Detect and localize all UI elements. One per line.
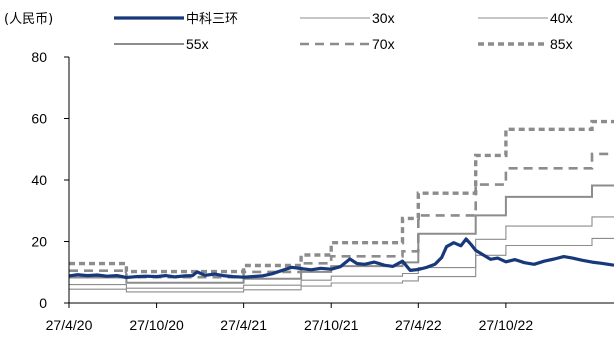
band-line-55x	[69, 184, 614, 284]
legend-item-30x: 30x	[300, 10, 395, 26]
x-tick-label: 27/10/20	[129, 317, 184, 333]
axes: 0 20 40 60 80 27/4/20 27/10/20 27/4/21 27/10/21 2…	[31, 49, 614, 333]
legend: 中科三环 30x 40x 55x 70x 85x	[114, 10, 573, 52]
legend-label: 55x	[186, 36, 209, 52]
x-tick-label: 27/4/20	[46, 317, 93, 333]
legend-item-40x: 40x	[478, 10, 573, 26]
x-tick-label: 27/10/22	[479, 317, 534, 333]
x-tick-label: 27/4/22	[395, 317, 442, 333]
y-tick-label: 80	[31, 49, 47, 65]
legend-label: 70x	[372, 36, 395, 52]
unit-label: (人民币)	[4, 12, 54, 27]
y-tick-label: 0	[39, 295, 47, 311]
legend-label: 中科三环	[186, 12, 238, 27]
legend-item-85x: 85x	[478, 36, 573, 52]
band-line-70x	[69, 152, 614, 279]
stock-price-series	[68, 237, 614, 280]
series-line-stock-price	[68, 237, 614, 280]
x-tick-label: 27/10/21	[304, 317, 359, 333]
x-tick-label: 27/4/21	[220, 317, 267, 333]
legend-item-55x: 55x	[114, 36, 209, 52]
band-line-30x	[69, 237, 614, 293]
legend-label: 85x	[550, 36, 573, 52]
band-line-85x	[69, 119, 614, 274]
y-tick-label: 20	[31, 234, 47, 250]
legend-label: 30x	[372, 10, 395, 26]
legend-item-70x: 70x	[300, 36, 395, 52]
legend-label: 40x	[550, 10, 573, 26]
legend-item-中科三环: 中科三环	[114, 12, 238, 27]
band-line-40x	[69, 216, 614, 289]
y-tick-label: 60	[31, 111, 47, 127]
y-tick-label: 40	[31, 172, 47, 188]
